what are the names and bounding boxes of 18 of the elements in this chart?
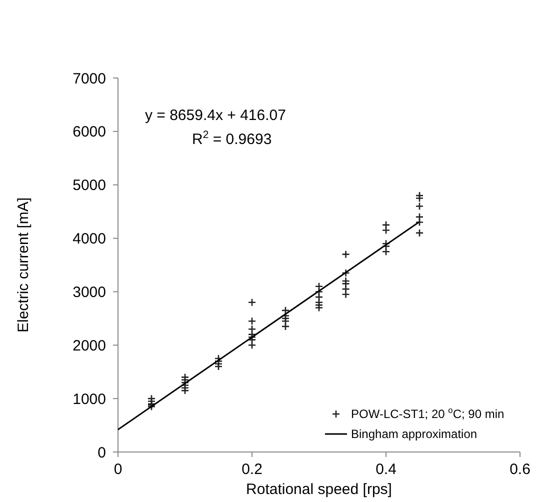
x-tick-label: 0.6 <box>510 461 530 478</box>
y-axis-title: Electric current [mA] <box>15 197 32 333</box>
annotation: R$^{2}$ = 0.9693 <box>192 129 272 148</box>
y-tick-label: 0 <box>98 444 106 462</box>
y-tick-label: 3000 <box>72 284 106 301</box>
x-tick-label: 0.4 <box>376 461 396 478</box>
legend-label: Bingham approximation <box>351 427 478 442</box>
y-tick-label: 5000 <box>72 177 106 194</box>
y-tick-label: 1000 <box>72 390 106 408</box>
x-axis-title: Rotational speed [rps] <box>246 481 392 498</box>
y-tick-label: 2000 <box>72 337 106 354</box>
y-tick-label: 4000 <box>72 230 106 248</box>
x-tick-label: 0.2 <box>242 461 262 478</box>
x-tick-label: 0 <box>114 461 122 478</box>
y-tick-label: 7000 <box>72 70 106 88</box>
y-tick-label: 6000 <box>72 124 106 141</box>
legend-label: POW-LC-ST1; 20 $^{o}$C; 90 min <box>351 405 504 422</box>
annotation: y = 8659.4x + 416.07 <box>145 107 286 124</box>
